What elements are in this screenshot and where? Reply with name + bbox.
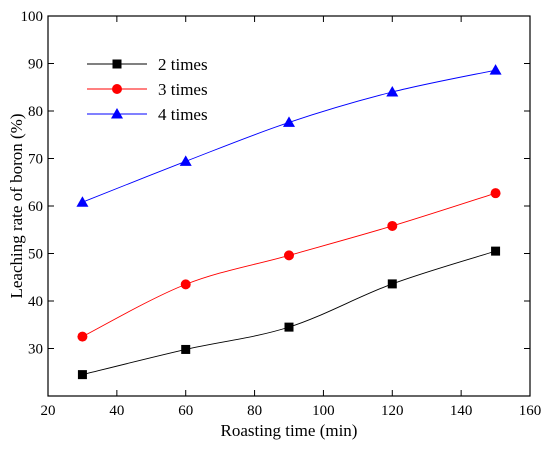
data-point-2-times (284, 322, 294, 332)
legend-label: 4 times (158, 105, 208, 124)
x-tick-label: 140 (450, 403, 473, 419)
legend-label: 3 times (158, 80, 208, 99)
x-tick-label: 120 (381, 403, 404, 419)
data-point-3-times (77, 331, 88, 342)
y-tick-label: 70 (28, 152, 43, 168)
data-point-3-times (180, 279, 191, 290)
data-point-4-times (489, 64, 502, 75)
y-tick-label: 40 (28, 294, 43, 310)
data-point-2-times (77, 370, 87, 380)
x-tick-label: 20 (41, 403, 56, 419)
data-point-4-times (76, 196, 89, 207)
x-tick-label: 100 (312, 403, 335, 419)
x-tick-label: 160 (519, 403, 542, 419)
plot-frame (47, 15, 531, 397)
y-tick-label: 80 (28, 104, 43, 120)
y-tick-label: 30 (28, 342, 43, 358)
data-point-4-times (283, 116, 295, 127)
series-line-2-times (82, 250, 496, 376)
legend-label: 2 times (158, 55, 208, 74)
x-tick-label: 40 (109, 403, 124, 419)
legend-item-4-times: 4 times (87, 105, 208, 124)
legend-item-3-times: 3 times (87, 80, 208, 99)
x-axis-title: Roasting time (min) (221, 421, 358, 440)
data-point-4-times (386, 86, 399, 97)
series-line-3-times (82, 192, 496, 338)
data-point-4-times (179, 155, 192, 166)
legend-marker (112, 59, 122, 69)
series-line-4-times (82, 69, 496, 203)
data-point-2-times (387, 279, 397, 289)
data-point-3-times (387, 220, 398, 231)
data-point-3-times (490, 188, 501, 199)
data-point-2-times (181, 344, 191, 354)
legend-item-2-times: 2 times (87, 55, 208, 74)
legend-marker (111, 108, 123, 119)
y-tick-label: 90 (28, 57, 43, 73)
data-point-2-times (491, 246, 501, 256)
x-tick-label: 60 (178, 403, 193, 419)
series-3-times (77, 188, 501, 342)
y-tick-label: 100 (21, 9, 44, 25)
y-tick-label: 60 (28, 199, 43, 215)
legend-marker (112, 84, 122, 94)
series-2-times (77, 246, 501, 380)
data-point-3-times (284, 250, 294, 261)
series-4-times (76, 64, 502, 207)
y-axis-title: Leaching rate of boron (%) (7, 113, 26, 298)
legend: 2 times 3 times 4 times (87, 55, 208, 124)
x-tick-label: 80 (247, 403, 262, 419)
y-tick-label: 50 (28, 247, 43, 263)
